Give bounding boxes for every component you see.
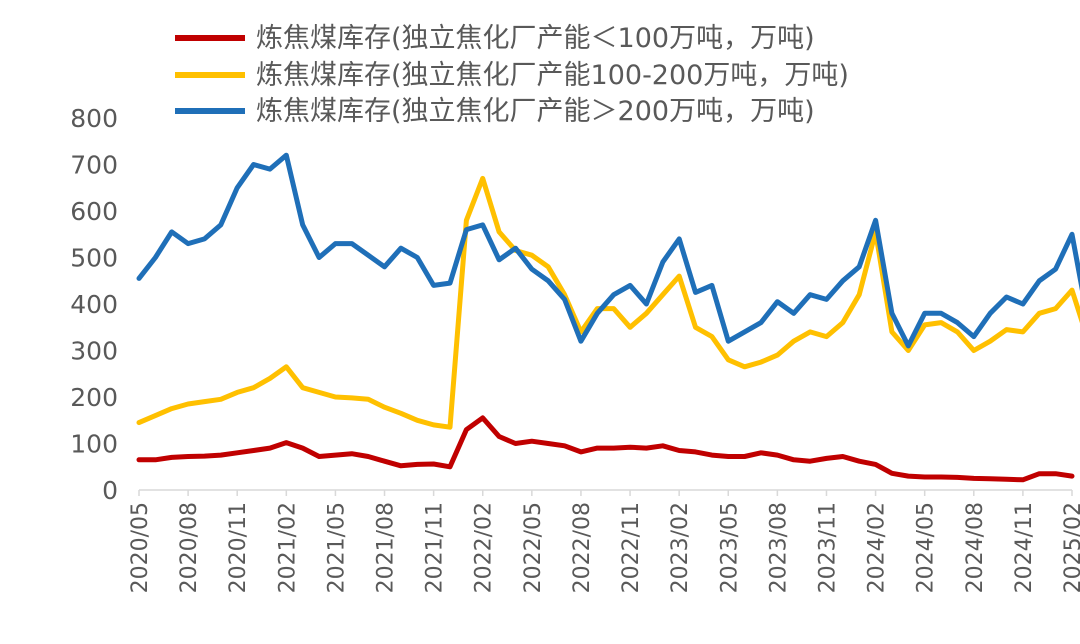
x-tick-label: 2022/05 <box>521 502 546 593</box>
y-tick-label: 700 <box>70 151 118 180</box>
x-tick-label: 2021/05 <box>324 502 349 593</box>
legend-label-medium: 炼焦煤库存(独立焦化厂产能100-200万吨，万吨) <box>256 60 849 91</box>
series-line-medium <box>136 175 1080 430</box>
x-tick-label: 2020/05 <box>128 502 153 593</box>
plot-area <box>136 152 1080 483</box>
x-tick-label: 2023/11 <box>815 502 840 593</box>
legend: 炼焦煤库存(独立焦化厂产能＜100万吨，万吨) 炼焦煤库存(独立焦化厂产能100… <box>175 23 849 127</box>
y-tick-label: 200 <box>70 383 118 412</box>
y-tick-label: 400 <box>70 290 118 319</box>
y-tick-label: 600 <box>70 197 118 226</box>
x-tick-label: 2021/08 <box>374 502 399 593</box>
legend-label-large: 炼焦煤库存(独立焦化厂产能＞200万吨，万吨) <box>256 96 815 127</box>
x-tick-label: 2021/11 <box>423 502 448 593</box>
x-tick-label: 2022/08 <box>570 502 595 593</box>
y-tick-label: 800 <box>70 104 118 133</box>
y-tick-label: 100 <box>70 430 118 459</box>
x-tick-label: 2023/02 <box>668 502 693 593</box>
x-tick-label: 2025/02 <box>1061 502 1080 593</box>
legend-label-small: 炼焦煤库存(独立焦化厂产能＜100万吨，万吨) <box>256 23 815 54</box>
y-tick-label: 300 <box>70 337 118 366</box>
y-tick-label: 0 <box>102 476 118 505</box>
x-tick-label: 2020/08 <box>177 502 202 593</box>
x-tick-label: 2023/05 <box>717 502 742 593</box>
legend-item-medium: 炼焦煤库存(独立焦化厂产能100-200万吨，万吨) <box>175 60 849 91</box>
x-tick-label: 2020/11 <box>226 502 251 593</box>
x-tick-label: 2022/02 <box>472 502 497 593</box>
x-tick-label: 2023/08 <box>766 502 791 593</box>
series-line-large <box>136 152 1080 349</box>
x-tick-label: 2024/08 <box>963 502 988 593</box>
legend-item-large: 炼焦煤库存(独立焦化厂产能＞200万吨，万吨) <box>175 96 815 127</box>
series-line-small <box>136 415 1075 483</box>
x-tick-label: 2021/02 <box>275 502 300 593</box>
x-tick-label: 2024/05 <box>914 502 939 593</box>
legend-item-small: 炼焦煤库存(独立焦化厂产能＜100万吨，万吨) <box>175 23 815 54</box>
x-axis: 2020/05 2020/08 2020/11 2021/02 2021/05 2021/… <box>128 489 1080 593</box>
x-tick-label: 2024/02 <box>865 502 890 593</box>
y-tick-label: 500 <box>70 244 118 273</box>
y-axis: 0 100 200 300 400 500 600 700 800 <box>70 104 118 505</box>
x-tick-label: 2024/11 <box>1012 502 1037 593</box>
x-tick-label: 2022/11 <box>619 502 644 593</box>
